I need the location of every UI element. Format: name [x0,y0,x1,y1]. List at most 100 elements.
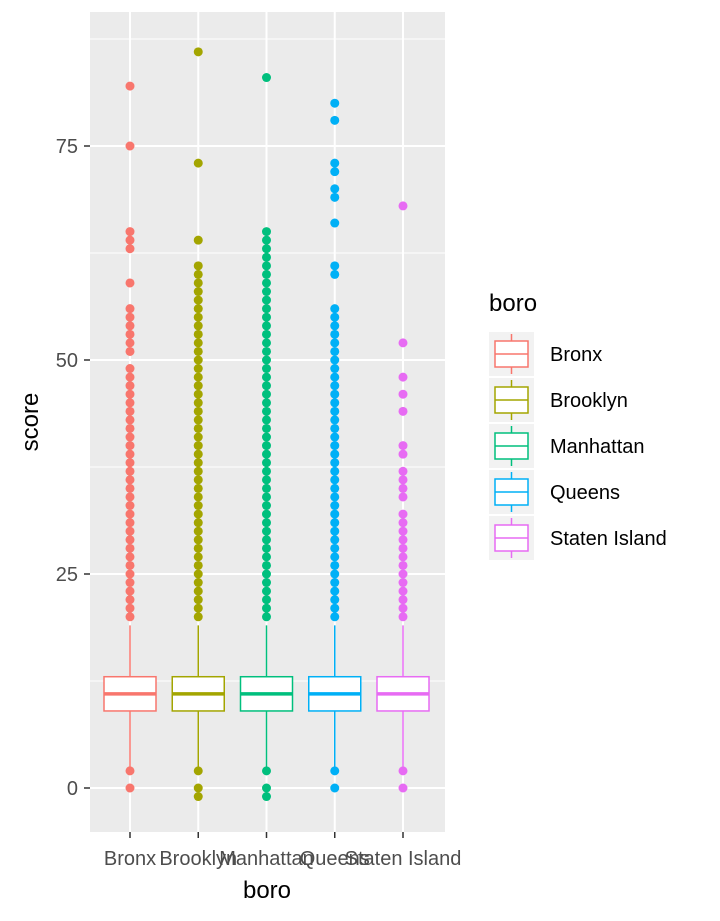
outlier-point [262,612,271,622]
outlier-point [193,381,203,391]
outlier-point [193,518,203,528]
outlier-point [398,201,408,211]
outlier-point [125,466,135,476]
box-bronx [103,81,157,793]
outlier-point [330,389,340,399]
outlier-point [330,449,340,459]
outlier-point [398,526,408,536]
outlier-point [398,338,408,348]
outlier-point [330,578,340,588]
outlier-point [125,406,135,416]
outlier-point [193,526,203,536]
outlier-point [193,578,203,588]
outlier-point [193,560,203,570]
outlier-point [125,321,135,331]
outlier-point [262,261,271,271]
outlier-point [262,535,271,545]
outlier-point [193,261,203,271]
legend-label: Staten Island [550,528,667,550]
outlier-point [125,766,135,776]
y-tick-label: 0 [67,778,78,800]
y-tick-label: 75 [56,136,78,158]
outlier-point [193,595,203,605]
outlier-point [398,586,408,596]
outlier-point [193,372,203,382]
box-brooklyn [171,47,225,802]
outlier-point [125,449,135,459]
outlier-point [125,543,135,553]
outlier-point [125,586,135,596]
outlier-point [193,492,203,502]
outlier-point [330,329,340,339]
outlier-point [125,423,135,433]
outlier-point [193,458,203,468]
outlier-point [330,406,340,416]
outlier-point [262,381,271,391]
outlier-point [262,552,271,562]
box-manhattan [239,73,294,802]
outlier-point [330,569,340,579]
outlier-point [125,603,135,613]
outlier-point [193,269,203,279]
outlier-point [330,526,340,536]
outlier-point [330,167,340,177]
outlier-point [262,501,271,511]
outlier-point [398,389,408,399]
box-queens [308,98,362,793]
outlier-point [125,595,135,605]
outlier-point [398,603,408,613]
outlier-point [125,338,135,348]
outlier-point [262,483,271,493]
outlier-point [125,415,135,425]
outlier-point [125,578,135,588]
outlier-point [125,244,135,254]
outlier-point [262,526,271,536]
outlier-point [262,569,271,579]
outlier-point [330,612,340,622]
outlier-point [125,552,135,562]
outlier-point [262,321,271,331]
outlier-point [193,441,203,451]
outlier-point [398,475,408,485]
outlier-point [125,569,135,579]
outlier-point [262,578,271,588]
outlier-point [262,475,271,485]
outlier-point [330,423,340,433]
outlier-point [398,406,408,416]
outlier-point [330,338,340,348]
outlier-point [398,466,408,476]
outlier-point [262,492,271,502]
outlier-point [193,389,203,399]
outlier-point [330,783,340,793]
legend-label: Bronx [550,344,602,366]
outlier-point [125,312,135,322]
legend-item-brooklyn: Brooklyn [489,378,628,422]
outlier-point [262,346,271,356]
outlier-point [262,372,271,382]
outlier-point [193,278,203,288]
outlier-point [125,441,135,451]
outlier-point [125,278,135,288]
outlier-point [330,441,340,451]
outlier-point [330,560,340,570]
outlier-point [193,483,203,493]
outlier-point [193,346,203,356]
outlier-point [398,449,408,459]
outlier-point [125,518,135,528]
outlier-point [262,312,271,322]
outlier-point [398,372,408,382]
outlier-point [125,329,135,339]
outlier-point [330,458,340,468]
outlier-point [193,338,203,348]
outlier-point [330,218,340,228]
outlier-point [193,415,203,425]
outlier-point [125,475,135,485]
outlier-point [398,483,408,493]
outlier-point [125,372,135,382]
x-tick-label: Brooklyn [159,848,237,870]
x-tick-label: Staten Island [345,848,462,870]
outlier-point [262,792,271,802]
outlier-point [262,278,271,288]
outlier-point [262,586,271,596]
outlier-point [398,783,408,793]
